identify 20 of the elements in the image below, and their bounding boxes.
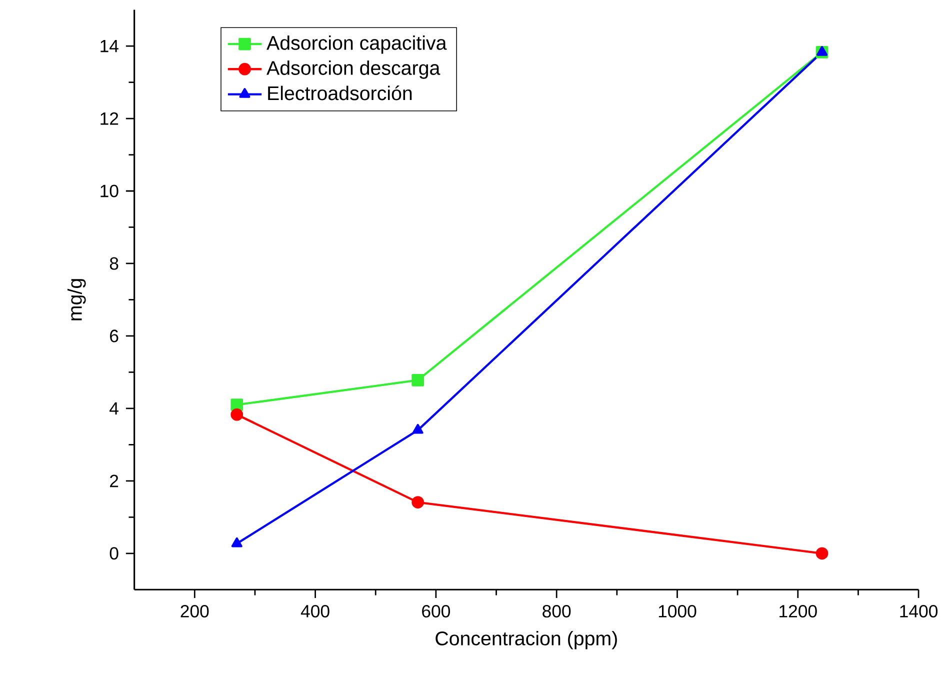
y-tick-label: 8 (110, 257, 118, 270)
legend-label: Adsorcion descarga (266, 60, 440, 79)
legend-label: Adsorcion capacitiva (266, 35, 447, 54)
x-tick-label: 200 (180, 604, 209, 618)
y-tick-label: 4 (110, 402, 118, 415)
x-tick-label: 600 (422, 604, 450, 618)
y-tick-label: 6 (110, 330, 118, 342)
y-tick-label: 0 (110, 547, 118, 560)
x-tick-label: 1400 (900, 604, 938, 618)
x-tick-label: 1200 (780, 604, 817, 618)
y-tick-label: 2 (110, 474, 118, 488)
x-tick-label: 1000 (658, 604, 696, 618)
legend-label: Electroadsorción (268, 86, 412, 100)
y-axis-title: mg/g (67, 279, 86, 320)
x-axis-title: Concentracion (ppm) (436, 630, 617, 650)
y-tick-label: 14 (100, 40, 118, 52)
x-tick-label: 400 (300, 604, 330, 618)
y-tick-label: 10 (100, 184, 118, 198)
y-tick-label: 12 (100, 112, 118, 125)
x-tick-label: 800 (542, 604, 571, 618)
